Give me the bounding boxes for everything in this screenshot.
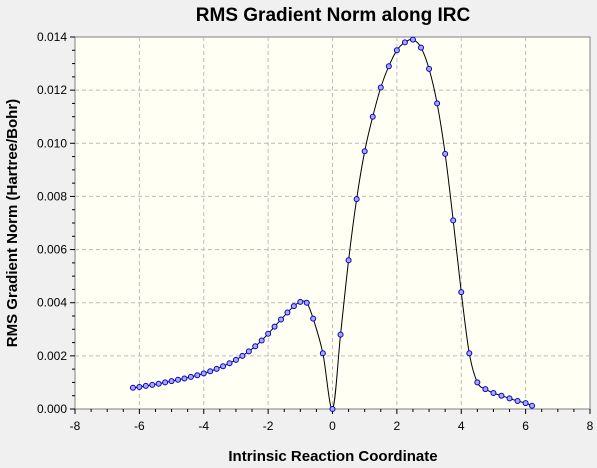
data-point [142, 382, 149, 389]
data-point [226, 360, 233, 367]
data-point [252, 343, 259, 350]
data-point [426, 65, 433, 72]
x-tick-label: -4 [198, 419, 209, 433]
data-point [310, 315, 317, 322]
data-point [401, 39, 408, 46]
data-point [155, 380, 162, 387]
y-axis-label: RMS Gradient Norm (Hartree/Bohr) [4, 99, 21, 347]
grid-lines [75, 37, 590, 409]
x-tick-label: -8 [70, 419, 81, 433]
data-point [271, 323, 278, 330]
y-tick-label: 0.010 [37, 136, 67, 150]
data-point [345, 257, 352, 264]
data-point [194, 372, 201, 379]
y-tick-label: 0.008 [37, 189, 67, 203]
data-point [434, 100, 441, 107]
x-axis-label: Intrinsic Reaction Coordinate [228, 448, 437, 465]
data-point [232, 356, 239, 363]
data-point [506, 395, 513, 402]
data-point [284, 309, 291, 316]
data-point [369, 113, 376, 120]
y-tick-label: 0.006 [37, 243, 67, 257]
x-tick-label: -6 [134, 419, 145, 433]
data-point [458, 289, 465, 296]
data-point [265, 330, 272, 337]
data-point [361, 148, 368, 155]
data-point [329, 406, 336, 412]
x-tick-label: 2 [394, 419, 401, 433]
data-point [319, 350, 326, 357]
data-point [474, 379, 481, 386]
data-point [297, 298, 304, 305]
data-point [175, 376, 181, 383]
data-point [207, 368, 214, 375]
data-point [129, 384, 136, 391]
data-point [245, 348, 252, 355]
data-point [409, 36, 416, 43]
data-point [385, 63, 392, 70]
axis-ticks [70, 36, 591, 414]
chart-title: RMS Gradient Norm along IRC [196, 5, 471, 26]
data-point [162, 379, 169, 386]
data-point [149, 381, 156, 388]
y-tick-label: 0.002 [37, 349, 67, 363]
data-point [353, 196, 360, 203]
data-point [168, 378, 175, 385]
series-layer [129, 36, 536, 412]
data-point [490, 390, 497, 397]
data-point [514, 398, 521, 405]
data-point [278, 316, 284, 323]
data-point [239, 352, 246, 359]
y-tick-label: 0.000 [37, 402, 67, 416]
data-point [482, 386, 489, 393]
x-tick-label: 0 [329, 419, 336, 433]
data-point [466, 350, 473, 357]
data-point [187, 373, 194, 380]
y-tick-label: 0.004 [37, 296, 67, 310]
x-tick-label: 8 [587, 419, 594, 433]
data-point [200, 370, 207, 377]
y-tick-label: 0.012 [37, 83, 67, 97]
data-point [290, 303, 297, 310]
data-point [522, 400, 529, 407]
data-point [450, 217, 457, 224]
data-point [418, 44, 425, 51]
x-tick-label: 4 [458, 419, 465, 433]
x-tick-labels: -8 -6 -4 -2 0 2 4 6 8 [70, 419, 594, 433]
data-point [181, 375, 188, 382]
data-point [213, 365, 220, 372]
data-point [337, 331, 344, 338]
y-tick-labels: 0.000 0.002 0.004 0.006 0.008 0.010 0.012 0.014 [37, 30, 67, 416]
data-point [303, 299, 310, 306]
data-point [136, 383, 143, 390]
y-tick-label: 0.014 [37, 30, 67, 44]
data-point [393, 47, 400, 54]
x-tick-label: -2 [263, 419, 274, 433]
x-tick-label: 6 [522, 419, 529, 433]
data-point [220, 363, 227, 370]
data-point [498, 392, 505, 399]
data-point [442, 150, 449, 157]
data-point [529, 402, 536, 409]
data-point [258, 337, 265, 344]
data-point [377, 84, 384, 91]
